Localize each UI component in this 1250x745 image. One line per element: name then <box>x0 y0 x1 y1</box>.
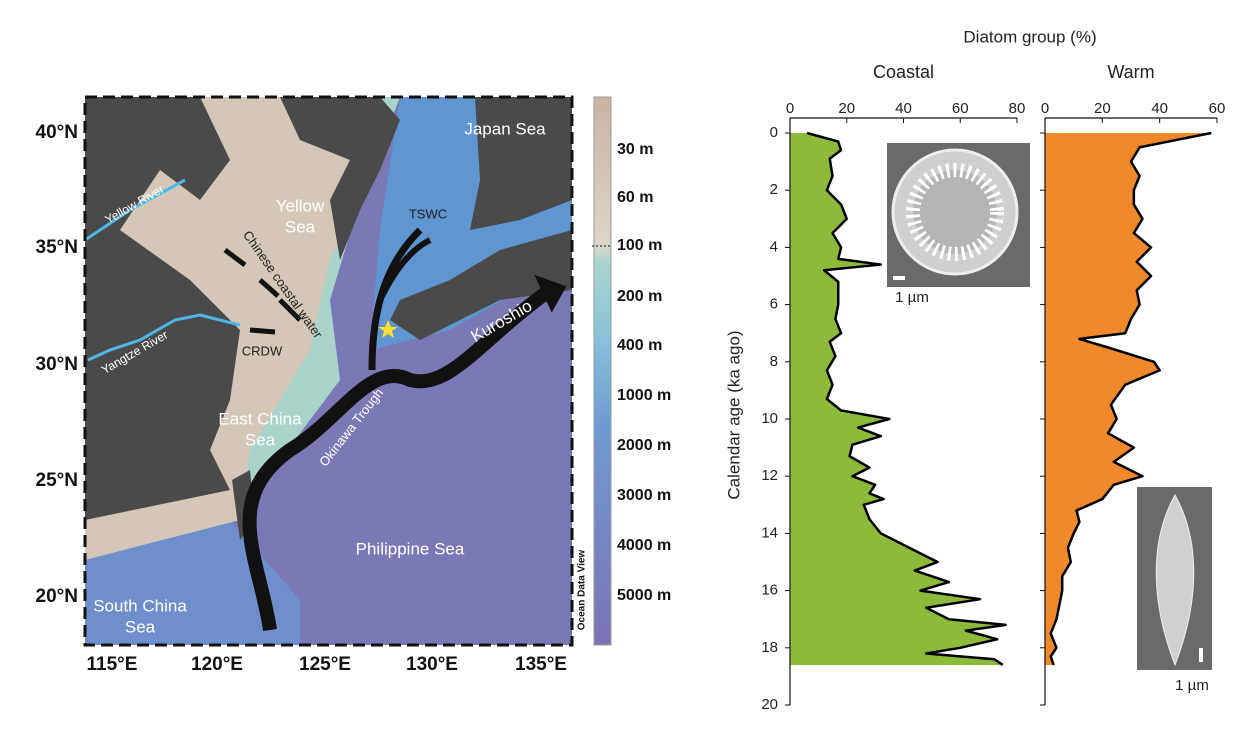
depth-label: 2000 m <box>617 437 671 454</box>
place-label: TSWC <box>409 206 447 221</box>
place-label: Yellow <box>276 196 325 215</box>
lat-label: 30°N <box>36 354 78 375</box>
depth-label: 200 m <box>617 288 662 305</box>
diatom <box>1155 493 1195 667</box>
place-label: Sea <box>285 217 316 236</box>
credit: Ocean Data View <box>577 550 588 631</box>
core-site <box>378 320 398 338</box>
map-frame <box>83 95 574 647</box>
lon-label: 115°E <box>87 654 138 675</box>
x-tick-label: 60 <box>952 100 969 117</box>
depth-label: 100 m <box>617 237 662 254</box>
y-tick-label: 4 <box>770 238 778 255</box>
depth-label: 30 m <box>617 141 653 158</box>
place-label: Sea <box>125 617 156 636</box>
area <box>790 133 1006 665</box>
y-tick-label: 8 <box>770 353 778 370</box>
scale-bar <box>893 276 905 280</box>
y-tick-label: 0 <box>770 124 778 141</box>
lat-label: 25°N <box>36 470 78 491</box>
place-label: South China <box>93 596 187 615</box>
y-tick-label: 6 <box>770 296 778 313</box>
yangtze-river <box>87 313 241 362</box>
place-label: East China <box>218 409 302 428</box>
colorbar <box>593 96 612 646</box>
y-tick-label: 16 <box>761 582 778 599</box>
lon-label: 120°E <box>191 654 243 675</box>
y-tick-label: 12 <box>761 467 778 484</box>
y-tick-label: 18 <box>761 639 778 656</box>
land-honshu <box>470 97 572 230</box>
depth-label: 5000 m <box>617 587 671 604</box>
line <box>1049 131 1212 666</box>
land-japan <box>390 230 572 340</box>
area <box>1045 133 1212 665</box>
depth-label: 1000 m <box>617 387 671 404</box>
kuroshio-arrow <box>242 284 555 631</box>
y-tick-label: 2 <box>770 181 778 198</box>
x-tick-label: 40 <box>1151 100 1168 117</box>
x-tick-label: 80 <box>1009 100 1026 117</box>
place-label: Sea <box>245 430 276 449</box>
chart-title: Warm <box>1107 62 1154 82</box>
diatom-center <box>906 163 1004 261</box>
x-tick-label: 20 <box>1094 100 1111 117</box>
yellow-river <box>84 178 186 242</box>
line <box>806 131 1007 666</box>
place-label: Philippine Sea <box>356 539 465 558</box>
x-tick-label: 0 <box>1041 100 1049 117</box>
x-tick-label: 0 <box>786 100 794 117</box>
lon-label: 130°E <box>406 654 458 675</box>
x-tick-label: 20 <box>838 100 855 117</box>
place-label: CRDW <box>242 343 283 358</box>
depth-label: 3000 m <box>617 487 671 504</box>
lon-label: 135°E <box>515 654 567 675</box>
scale-bar <box>1199 648 1203 662</box>
lat-label: 35°N <box>36 237 78 258</box>
depth-label: 60 m <box>617 189 653 206</box>
coastal-arrows <box>223 248 302 335</box>
scale-label: 1 µm <box>1175 677 1209 694</box>
y-tick-label: 10 <box>761 410 778 427</box>
x-tick-label: 40 <box>895 100 912 117</box>
chart-title: Coastal <box>873 62 934 82</box>
depth-labels: 30 m 60 m 100 m 200 m 400 m 1000 m 2000 m 3000 … <box>617 141 671 604</box>
map: 40°N 35°N 30°N 25°N 20°N 115°E 120°E 125… <box>36 95 612 675</box>
lat-label: 40°N <box>36 122 78 143</box>
place-label: Japan Sea <box>464 119 546 138</box>
land-china <box>85 97 240 520</box>
y-axis-title: Calendar age (ka ago) <box>724 330 743 499</box>
y-tick-label: 20 <box>761 696 778 713</box>
scale-label: 1 µm <box>895 289 929 306</box>
arrow-head <box>534 274 567 313</box>
x-axis-title: Diatom group (%) <box>963 27 1096 46</box>
depth-label: 400 m <box>617 337 662 354</box>
y-tick-label: 14 <box>761 524 778 541</box>
lat-label: 20°N <box>36 586 78 607</box>
depth-label: 4000 m <box>617 537 671 554</box>
tswc-arrow <box>377 237 432 302</box>
x-tick-label: 60 <box>1209 100 1226 117</box>
lon-label: 125°E <box>299 654 351 675</box>
land-korea <box>280 97 400 260</box>
sem-inset <box>887 143 1212 670</box>
